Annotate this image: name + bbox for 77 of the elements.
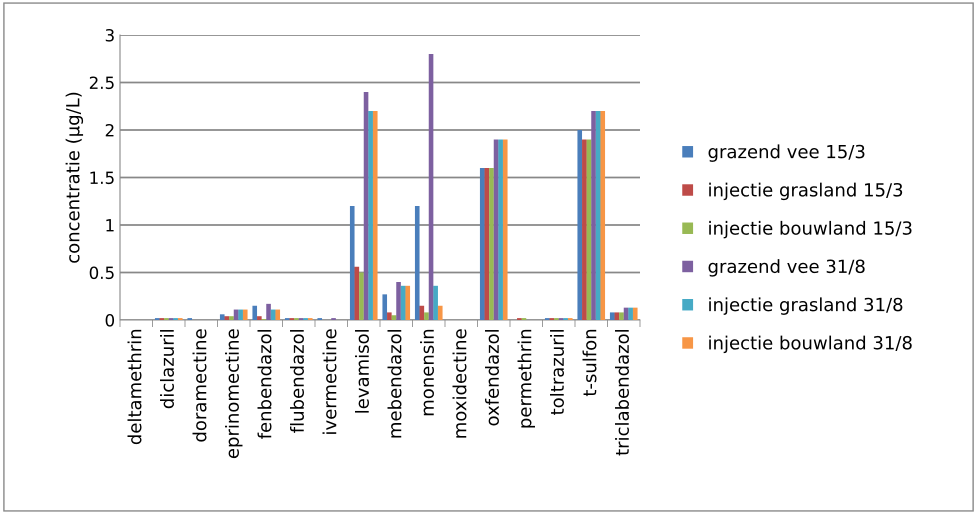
bar (270, 310, 276, 320)
legend-label: grazend vee 31/8 (708, 259, 865, 277)
bar (242, 310, 248, 320)
bar (498, 140, 503, 320)
bar (582, 140, 587, 320)
bar (628, 308, 633, 320)
x-tick-label: fenbendazol (258, 330, 272, 439)
bar (614, 312, 620, 320)
bar (424, 312, 429, 320)
y-tick-label: 0 (106, 314, 114, 327)
bar (624, 308, 628, 320)
x-tick-label: toltrazuril (550, 330, 564, 415)
bar (354, 266, 360, 320)
bar (266, 304, 271, 320)
bar (350, 206, 355, 320)
x-tick-label: triclabendazol (615, 330, 629, 456)
bar (364, 92, 368, 320)
y-tick-label: 3 (106, 28, 114, 42)
x-tick-label: oxfendazol (485, 330, 499, 426)
bar (405, 286, 410, 320)
bar (224, 316, 230, 320)
bar (428, 54, 434, 320)
bar (396, 282, 401, 320)
bar (433, 286, 438, 320)
bar (577, 130, 582, 320)
y-tick-label: 2 (106, 124, 114, 136)
bar (372, 111, 378, 320)
bar (275, 310, 280, 320)
x-tick-label: moxidectine (452, 329, 466, 438)
bar (502, 140, 508, 320)
legend-label: injectie grasland 15/3 (709, 182, 902, 200)
bar (257, 316, 262, 320)
bar (359, 272, 364, 320)
bar (632, 308, 638, 320)
bar (480, 168, 485, 320)
x-tick-label: diclazuril (160, 330, 174, 408)
x-tick-label: t-sulfon (582, 330, 596, 396)
bar (400, 286, 406, 320)
x-tick-label: eprinomectine (225, 329, 242, 458)
bar (489, 168, 494, 320)
bar (438, 306, 443, 320)
bar (596, 111, 600, 320)
bar (220, 314, 225, 320)
legend-label: injectie bouwland 15/3 (709, 220, 912, 238)
legend-label: injectie grasland 31/8 (709, 297, 902, 315)
y-tick-label: 2.5 (90, 76, 114, 90)
x-tick-label: doramectine (192, 329, 206, 442)
bar (234, 310, 238, 320)
x-tick-label: flubendazol (290, 330, 304, 433)
bar (494, 140, 498, 320)
bar (252, 306, 258, 320)
y-tick-label: 0.5 (90, 266, 114, 280)
x-tick-label: ivermectine (322, 329, 336, 434)
legend-label: injectie bouwland 31/8 (709, 336, 912, 354)
x-tick-label: levamisol (355, 330, 369, 413)
bar (600, 111, 606, 320)
y-tick-label: 1.5 (90, 172, 114, 184)
legend-label: grazend vee 15/3 (708, 144, 864, 162)
bar (484, 168, 490, 320)
x-tick-label: monensin (420, 330, 434, 416)
bar (368, 111, 373, 320)
bar (591, 111, 596, 320)
x-tick-label: mebendazol (388, 330, 402, 438)
bar (610, 312, 615, 320)
y-tick-label: 1 (106, 219, 114, 232)
bar (414, 206, 420, 320)
bar (586, 140, 592, 320)
x-tick-label: permethrin (518, 330, 535, 428)
bar (392, 315, 396, 320)
bar (238, 310, 243, 320)
bar (619, 312, 624, 320)
x-tick-label: deltamethrin (128, 330, 142, 444)
bar (229, 316, 234, 320)
bar (387, 312, 392, 320)
bar (420, 306, 424, 320)
bar (382, 294, 388, 320)
y-axis-title: concentratie (µg/L) (66, 92, 84, 263)
